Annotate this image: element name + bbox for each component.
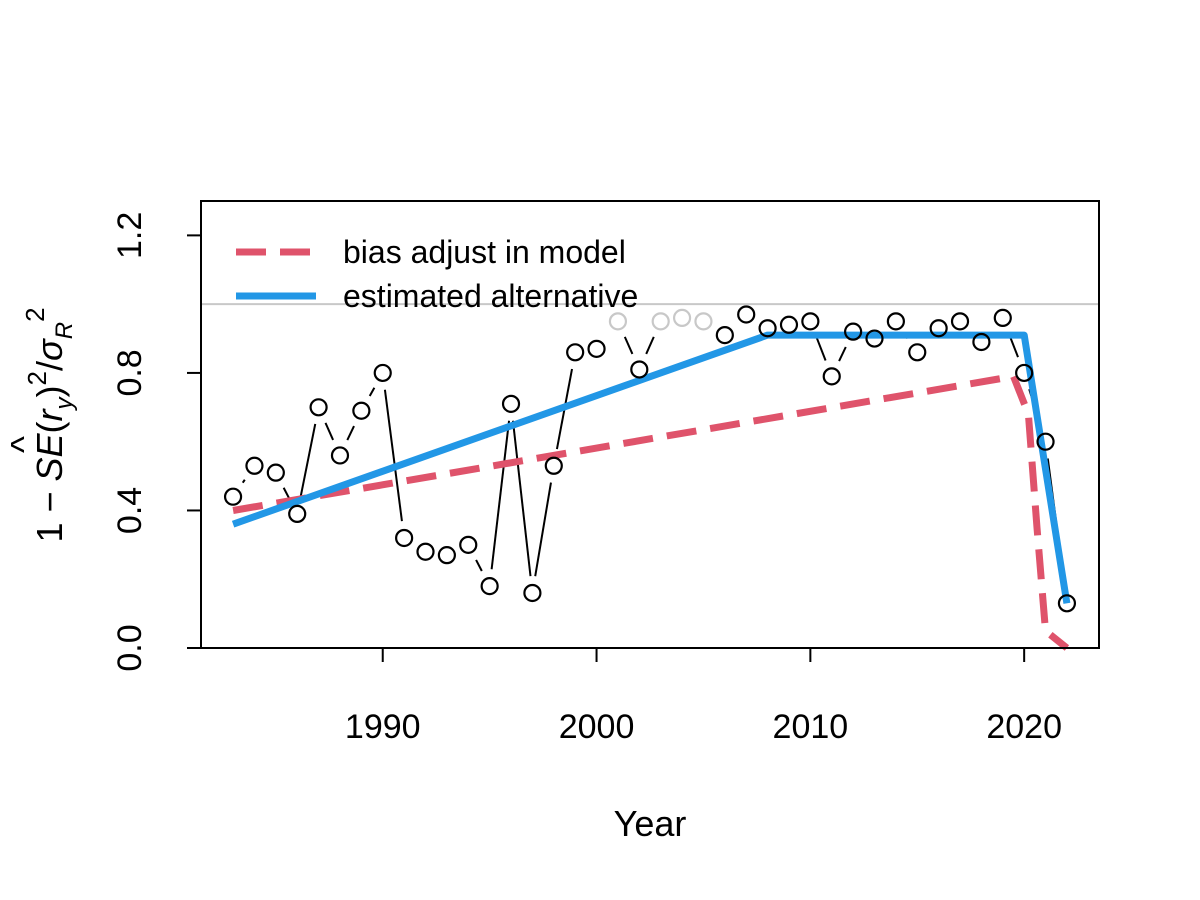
observation-connector (346, 425, 355, 441)
observation-point (416, 542, 435, 561)
x-tick-label: 1990 (345, 708, 421, 746)
observation-point (544, 456, 563, 475)
series-line-bias-adjust (232, 372, 1070, 651)
observation-point (587, 339, 606, 358)
plot-frame (200, 200, 1100, 649)
observation-point (245, 456, 264, 475)
observation-point (330, 446, 350, 465)
observation-point (801, 312, 820, 331)
observation-point (480, 577, 499, 596)
observation-point (715, 326, 734, 345)
observation-connector (241, 479, 246, 484)
legend-label-estimated-alternative: estimated alternative (343, 278, 638, 314)
observation-connector (368, 387, 376, 397)
x-tick-label: 2020 (986, 708, 1062, 746)
observation-point (844, 322, 863, 341)
observation-point (822, 367, 841, 386)
y-tick-label: 0.0 (111, 624, 149, 671)
observation-point (758, 319, 777, 338)
observation-point (865, 329, 884, 348)
observation-point (993, 308, 1012, 328)
observation-connector (299, 423, 317, 498)
observation-point (886, 312, 905, 331)
observation-connector (534, 482, 552, 577)
observation-point (779, 315, 799, 334)
y-axis-title-hat: ^ (3, 436, 44, 453)
observation-point (929, 319, 948, 338)
series-line-estimated-alternative (231, 331, 1071, 604)
legend-label-bias-adjust: bias adjust in model (343, 234, 626, 270)
observation-connector (645, 336, 655, 355)
x-axis-title: Year (614, 803, 687, 844)
observation-point (694, 312, 713, 331)
observation-point (523, 583, 542, 603)
x-tick-label: 2000 (559, 708, 635, 746)
observation-point (459, 535, 478, 554)
observation-connector-layer (241, 333, 1066, 587)
observation-point (373, 363, 392, 383)
legend: bias adjust in model estimated alternati… (236, 234, 638, 314)
observation-connector (838, 346, 847, 362)
x-tick-label: 2010 (773, 708, 849, 746)
observation-point (737, 305, 756, 324)
observation-point (395, 528, 414, 548)
observation-point (566, 343, 585, 362)
observation-point-layer (223, 305, 1077, 613)
series-layer (231, 331, 1071, 651)
observation-point (651, 312, 670, 331)
observation-point (288, 504, 307, 524)
observation-point (309, 398, 328, 417)
y-tick-label: 0.4 (111, 487, 149, 534)
observation-point (501, 394, 521, 413)
observation-connector (511, 420, 532, 577)
observation-connector (815, 336, 827, 361)
observation-point (266, 463, 285, 482)
y-tick-label: 1.2 (111, 212, 149, 259)
observation-point (352, 401, 371, 420)
observation-connector (623, 336, 634, 355)
observation-point (972, 332, 991, 352)
y-tick-label: 0.8 (111, 349, 149, 396)
observation-point (630, 360, 649, 379)
observation-connector (282, 487, 291, 500)
observation-point (1036, 432, 1055, 451)
observation-point (1015, 363, 1034, 383)
svg-text:1 − SE(ry)2/σR2: 1 − SE(ry)2/σR2 (20, 307, 78, 542)
observation-connector (324, 422, 334, 441)
observation-point (908, 343, 927, 362)
observation-point (950, 312, 970, 331)
observation-point (1057, 594, 1077, 613)
observation-connector (475, 559, 483, 572)
observation-point (223, 487, 243, 506)
observation-point (437, 546, 456, 565)
observation-connector (383, 389, 403, 522)
axis-layer: 1990 2000 2010 2020 0.0 0.4 0.8 1.2 (111, 212, 1062, 746)
observation-point (672, 308, 692, 328)
observation-connector (490, 420, 511, 570)
y-axis-title: 1 − SE(ry)2/σR2 ^ (3, 307, 78, 542)
observation-point (608, 312, 628, 331)
